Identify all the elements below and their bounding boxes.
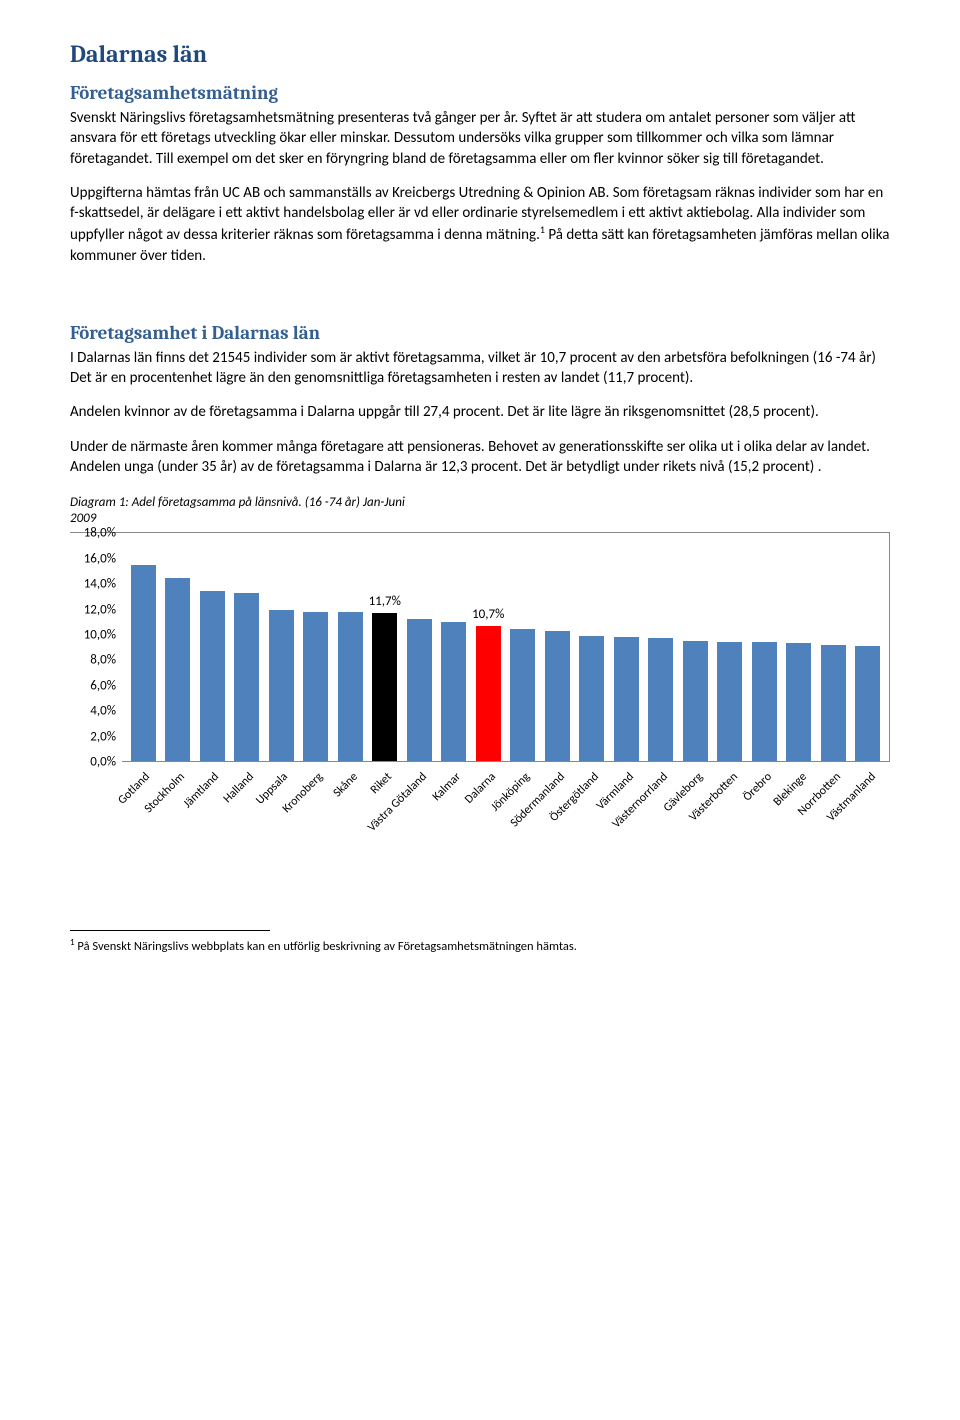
bar-slot xyxy=(713,533,748,761)
y-tick-label: 12,0% xyxy=(84,602,116,617)
bar-blekinge xyxy=(786,643,811,761)
bar-slot xyxy=(506,533,541,761)
y-tick-label: 4,0% xyxy=(90,704,116,719)
bar-kalmar xyxy=(441,622,466,761)
section2-p2: Andelen kvinnor av de företagsamma i Dal… xyxy=(70,402,890,422)
bar-slot xyxy=(161,533,196,761)
bar-halland xyxy=(234,593,259,761)
bar-skåne xyxy=(338,612,363,761)
x-axis: GotlandStockholmJämtlandHallandUppsalaKr… xyxy=(70,762,890,860)
chart-bars-area: 11,7% 10,7% xyxy=(122,533,889,762)
section2-p3: Under de närmaste åren kommer många före… xyxy=(70,437,890,478)
y-tick-label: 14,0% xyxy=(84,577,116,592)
chart-plot-area: 18,0%16,0%14,0%12,0%10,0%8,0%6,0%4,0%2,0… xyxy=(70,532,890,762)
bar-slot xyxy=(678,533,713,761)
section1-p1: Svenskt Näringslivs företagsamhetsmätnin… xyxy=(70,108,890,169)
bar-södermanland xyxy=(545,631,570,761)
bars-row: 11,7% 10,7% xyxy=(122,533,889,761)
bar-stockholm xyxy=(165,578,190,762)
bar-value-label: 11,7% xyxy=(369,594,401,609)
y-tick-label: 10,0% xyxy=(84,627,116,642)
bar-slot xyxy=(609,533,644,761)
bar-östergötland xyxy=(579,636,604,761)
bar-riket xyxy=(372,613,397,761)
bar-value-label: 10,7% xyxy=(472,607,504,622)
bar-värmland xyxy=(614,637,639,761)
bar-dalarna xyxy=(476,626,501,762)
chart-container: 18,0%16,0%14,0%12,0%10,0%8,0%6,0%4,0%2,0… xyxy=(70,532,890,860)
bar-slot xyxy=(540,533,575,761)
footnote-text: På Svenskt Näringslivs webbplats kan en … xyxy=(75,939,577,954)
bar-uppsala xyxy=(269,610,294,761)
chart-caption-line2: 2009 xyxy=(70,511,96,526)
bar-kronoberg xyxy=(303,612,328,761)
bar-slot xyxy=(299,533,334,761)
bar-örebro xyxy=(752,642,777,761)
section1-heading: Företagsamhetsmätning xyxy=(70,82,890,104)
y-tick-label: 6,0% xyxy=(90,678,116,693)
y-tick-label: 16,0% xyxy=(84,551,116,566)
section1-p2: Uppgifterna hämtas från UC AB och samman… xyxy=(70,183,890,266)
bar-slot xyxy=(782,533,817,761)
bar-slot: 10,7% xyxy=(471,533,506,761)
bar-norrbotten xyxy=(821,645,846,762)
bar-slot xyxy=(333,533,368,761)
bar-gotland xyxy=(131,565,156,761)
bar-slot xyxy=(747,533,782,761)
bar-jämtland xyxy=(200,591,225,761)
y-tick-label: 18,0% xyxy=(84,526,116,541)
bar-slot xyxy=(851,533,886,761)
bar-jönköping xyxy=(510,629,535,761)
section2-heading: Företagsamhet i Dalarnas län xyxy=(70,322,890,344)
bar-slot xyxy=(575,533,610,761)
bar-slot xyxy=(402,533,437,761)
bar-slot xyxy=(264,533,299,761)
footnote-separator xyxy=(70,930,270,931)
y-tick-label: 2,0% xyxy=(90,729,116,744)
bar-slot xyxy=(195,533,230,761)
bar-slot: 11,7% xyxy=(368,533,403,761)
y-axis: 18,0%16,0%14,0%12,0%10,0%8,0%6,0%4,0%2,0… xyxy=(70,533,120,762)
bar-västmanland xyxy=(855,646,880,761)
section2-p1: I Dalarnas län finns det 21545 individer… xyxy=(70,348,890,389)
bar-slot xyxy=(230,533,265,761)
bar-västerbotten xyxy=(717,642,742,761)
bar-slot xyxy=(644,533,679,761)
bar-slot xyxy=(816,533,851,761)
bar-slot xyxy=(126,533,161,761)
footnote-1: 1 På Svenskt Näringslivs webbplats kan e… xyxy=(70,937,890,954)
y-tick-label: 8,0% xyxy=(90,653,116,668)
bar-västernorrland xyxy=(648,638,673,761)
bar-slot xyxy=(437,533,472,761)
page-title: Dalarnas län xyxy=(70,40,890,68)
chart-caption: Diagram 1: Adel företagsamma på länsnivå… xyxy=(70,495,890,526)
chart-caption-line1: Diagram 1: Adel företagsamma på länsnivå… xyxy=(70,495,405,510)
bar-västra-götaland xyxy=(407,619,432,761)
bar-gävleborg xyxy=(683,641,708,761)
